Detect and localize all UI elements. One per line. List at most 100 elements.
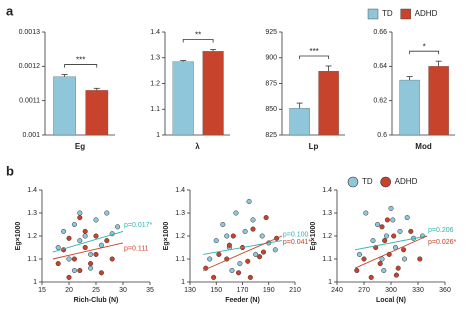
y-tick-label: 0.001 <box>22 132 40 139</box>
point <box>237 261 243 267</box>
point <box>377 261 383 267</box>
point <box>207 256 213 262</box>
point <box>55 261 61 267</box>
point <box>98 242 104 248</box>
point <box>368 274 374 280</box>
x-tick-label: 130 <box>184 287 196 294</box>
point <box>71 267 77 274</box>
y-tick-label: 1 <box>328 279 332 286</box>
point <box>55 244 61 251</box>
point <box>391 233 397 239</box>
point <box>233 210 239 216</box>
x-axis-label: Feeder (N) <box>225 297 260 304</box>
point <box>216 251 222 257</box>
point <box>104 210 110 216</box>
x-tick-label: 330 <box>412 287 424 294</box>
x-tick-label: 190 <box>263 287 275 294</box>
x-tick-label: 170 <box>237 287 249 294</box>
point <box>393 272 399 278</box>
y-tick-label: 1.2 <box>322 233 332 240</box>
x-tick-label: 150 <box>210 287 222 294</box>
y-tick-label: 1 <box>33 279 37 286</box>
bar <box>318 70 339 136</box>
sig-bracket <box>182 39 214 43</box>
point <box>213 238 219 244</box>
sig-bracket <box>64 64 98 68</box>
point <box>408 228 414 234</box>
point <box>226 242 232 248</box>
point <box>82 244 88 251</box>
point <box>88 265 94 271</box>
point <box>363 210 369 216</box>
point <box>381 267 387 274</box>
x-tick-label: 15 <box>38 287 46 294</box>
panel-label: a <box>6 3 14 18</box>
trend-annotation: p=0.206 <box>428 227 454 234</box>
legend-label: TD <box>362 177 373 186</box>
point <box>247 274 253 280</box>
bar <box>428 66 449 136</box>
y-tick-label: 1.4 <box>27 187 37 194</box>
category-label: Eg <box>75 142 85 151</box>
point <box>384 217 390 223</box>
point <box>401 247 407 253</box>
y-tick-label: 825 <box>265 132 277 139</box>
y-axis-label: Eg×1000 <box>310 222 317 251</box>
legend-label: ADHD <box>395 177 418 186</box>
panel-label: b <box>6 163 14 178</box>
x-tick-label: 30 <box>119 287 127 294</box>
sig-label: *** <box>309 47 318 56</box>
point <box>98 270 104 276</box>
point <box>260 249 267 255</box>
point <box>388 205 394 211</box>
trend-annotation: p=0.111 <box>124 246 149 253</box>
point <box>71 256 77 262</box>
category-label: Mod <box>415 142 432 151</box>
y-tick-label: 1.4 <box>322 187 332 194</box>
point <box>250 226 256 232</box>
y-axis-label: Eg×1000 <box>15 222 22 251</box>
bar <box>202 51 224 136</box>
point <box>224 233 230 239</box>
y-tick-label: 0.0013 <box>19 29 41 36</box>
point <box>93 233 99 239</box>
point <box>401 256 408 262</box>
x-axis-label: Local (N) <box>376 297 406 304</box>
point <box>390 217 396 223</box>
sig-label: ** <box>195 31 201 40</box>
point <box>77 238 83 244</box>
point <box>383 233 390 239</box>
point <box>395 265 401 271</box>
x-tick-label: 240 <box>331 287 343 294</box>
y-tick-label: 1.4 <box>175 187 185 194</box>
legend-swatch <box>347 176 359 188</box>
point <box>370 238 376 244</box>
y-tick-label: 925 <box>265 29 277 36</box>
y-axis-label: Eg×1000 <box>163 222 170 251</box>
y-tick-label: 1.3 <box>322 210 332 217</box>
point <box>374 221 381 228</box>
point <box>77 210 83 216</box>
legend-swatch <box>400 8 411 20</box>
point <box>93 217 99 223</box>
sig-label: *** <box>76 56 85 65</box>
y-tick-label: 850 <box>265 106 277 113</box>
point <box>82 233 88 239</box>
trend-annotation: p=0.100 <box>283 231 309 238</box>
x-tick-label: 25 <box>92 287 100 294</box>
x-tick-label: 360 <box>439 287 451 294</box>
point <box>104 238 110 244</box>
point <box>93 251 99 257</box>
y-tick-label: 0.64 <box>373 63 387 70</box>
point <box>263 215 269 221</box>
point <box>66 235 72 241</box>
point <box>379 224 385 230</box>
y-tick-label: 0.0011 <box>19 98 40 105</box>
y-tick-label: 0.62 <box>373 98 387 105</box>
y-tick-label: 1.2 <box>150 80 160 87</box>
legend-label: TD <box>382 9 393 18</box>
point <box>115 224 121 230</box>
y-tick-label: 1.3 <box>27 210 37 217</box>
sig-label: * <box>423 42 426 51</box>
